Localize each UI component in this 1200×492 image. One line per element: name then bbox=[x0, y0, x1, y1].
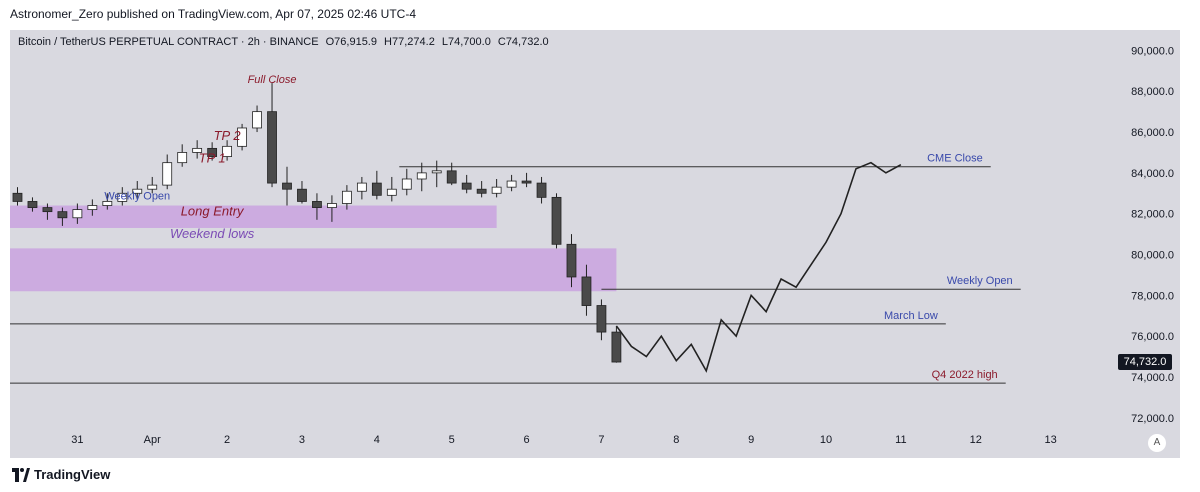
annotation-label-2: TP 1 bbox=[199, 151, 226, 166]
candle-body bbox=[297, 188, 307, 202]
candle-body bbox=[506, 180, 517, 188]
annotation-label-0: Full Close bbox=[248, 74, 297, 86]
y-tick-label: 74,000.0 bbox=[1131, 372, 1174, 384]
y-tick-label: 72,000.0 bbox=[1131, 413, 1174, 425]
x-tick-label: 6 bbox=[524, 434, 530, 446]
candle-body bbox=[72, 209, 83, 219]
x-tick-label: 11 bbox=[895, 434, 906, 446]
candle-body bbox=[401, 178, 412, 190]
candle-body bbox=[27, 201, 38, 208]
auto-scale-button[interactable]: A bbox=[1148, 434, 1166, 452]
x-tick-label: 2 bbox=[224, 434, 230, 446]
symbol-name: Bitcoin / TetherUS PERPETUAL CONTRACT · … bbox=[18, 36, 319, 48]
candle-body bbox=[491, 186, 502, 194]
candle-body bbox=[282, 182, 292, 190]
x-tick-label: 12 bbox=[970, 434, 982, 446]
x-tick-label: 10 bbox=[820, 434, 832, 446]
zone-0 bbox=[10, 205, 497, 228]
y-tick-label: 86,000.0 bbox=[1131, 127, 1174, 139]
y-tick-label: 84,000.0 bbox=[1131, 168, 1174, 180]
y-tick-label: 90,000.0 bbox=[1131, 45, 1174, 57]
candle-body bbox=[192, 147, 203, 153]
candle-body bbox=[356, 182, 367, 192]
legend-low: L74,700.0 bbox=[441, 36, 491, 48]
annotation-label-4: Long Entry bbox=[181, 204, 245, 219]
attribution-text: Astronomer_Zero published on TradingView… bbox=[10, 7, 417, 21]
candle-body bbox=[566, 243, 577, 278]
candle-body bbox=[536, 182, 547, 198]
candle-body bbox=[87, 205, 98, 211]
candle-body bbox=[102, 201, 113, 206]
candle-body bbox=[12, 192, 23, 202]
candle-body bbox=[207, 147, 218, 157]
x-tick-label: 3 bbox=[299, 434, 305, 446]
candle-body bbox=[551, 196, 562, 245]
legend-close: C74,732.0 bbox=[497, 36, 549, 48]
candle-body bbox=[431, 170, 442, 174]
x-tick-label: 9 bbox=[748, 434, 754, 446]
level-label-2: March Low bbox=[884, 310, 938, 322]
candle-body bbox=[341, 190, 352, 204]
footer-brand: TradingView bbox=[34, 467, 111, 482]
symbol-legend: Bitcoin / TetherUS PERPETUAL CONTRACT · … bbox=[18, 36, 553, 48]
y-tick-label: 76,000.0 bbox=[1131, 331, 1174, 343]
level-label-0: CME Close bbox=[927, 153, 983, 165]
candle-body bbox=[611, 331, 622, 363]
candle-body bbox=[222, 145, 232, 157]
annotation-label-1: TP 2 bbox=[214, 128, 242, 143]
y-tick-label: 88,000.0 bbox=[1131, 86, 1174, 98]
annotation-label-5: Weekend lows bbox=[170, 226, 255, 241]
candle-body bbox=[461, 182, 472, 190]
candle-body bbox=[581, 276, 592, 306]
candle-body bbox=[117, 192, 128, 202]
y-tick-label: 80,000.0 bbox=[1131, 250, 1174, 262]
price-chart[interactable]: CME Close Weekly Open March Low Q4 2022 hig… bbox=[10, 30, 1180, 458]
level-label-3: Q4 2022 high bbox=[932, 369, 998, 381]
candle-body bbox=[132, 188, 143, 194]
x-tick-label: 4 bbox=[374, 434, 380, 446]
candle-body bbox=[416, 172, 427, 180]
x-tick-label: 7 bbox=[598, 434, 604, 446]
candle-body bbox=[267, 111, 277, 184]
x-tick-label: Apr bbox=[144, 434, 161, 446]
x-tick-label: 8 bbox=[673, 434, 679, 446]
candle-body bbox=[327, 203, 337, 208]
candle-body bbox=[521, 180, 532, 184]
candle-body bbox=[446, 170, 457, 184]
candle-body bbox=[252, 111, 262, 129]
candle-body bbox=[177, 152, 188, 164]
candle-body bbox=[42, 207, 53, 213]
candle-body bbox=[162, 162, 173, 186]
legend-open: O76,915.9 bbox=[325, 36, 377, 48]
legend-high: H77,274.2 bbox=[384, 36, 435, 48]
projection-path bbox=[615, 161, 902, 373]
y-tick-label: 78,000.0 bbox=[1131, 290, 1174, 302]
annotation-label-3: Weekly Open bbox=[104, 190, 170, 202]
candle-body bbox=[312, 201, 322, 208]
level-label-1: Weekly Open bbox=[947, 275, 1013, 287]
candle-body bbox=[57, 211, 68, 219]
y-tick-label: 82,000.0 bbox=[1131, 209, 1174, 221]
chart-area[interactable]: CME Close Weekly Open March Low Q4 2022 hig… bbox=[10, 30, 1180, 458]
candle-body bbox=[476, 188, 487, 194]
candle-body bbox=[147, 184, 158, 190]
tradingview-logo-icon bbox=[12, 468, 30, 482]
candle-body bbox=[237, 127, 247, 147]
last-price-badge: 74,732.0 bbox=[1118, 354, 1172, 371]
x-tick-label: 13 bbox=[1044, 434, 1056, 446]
candle-body bbox=[596, 305, 607, 333]
zone-1 bbox=[10, 248, 617, 292]
x-tick-label: 5 bbox=[449, 434, 455, 446]
x-tick-label: 31 bbox=[71, 434, 83, 446]
candle-body bbox=[371, 182, 382, 196]
attribution-bar: Astronomer_Zero published on TradingView… bbox=[0, 0, 1200, 30]
footer-bar: TradingView bbox=[0, 458, 1200, 492]
candle-body bbox=[386, 188, 397, 196]
